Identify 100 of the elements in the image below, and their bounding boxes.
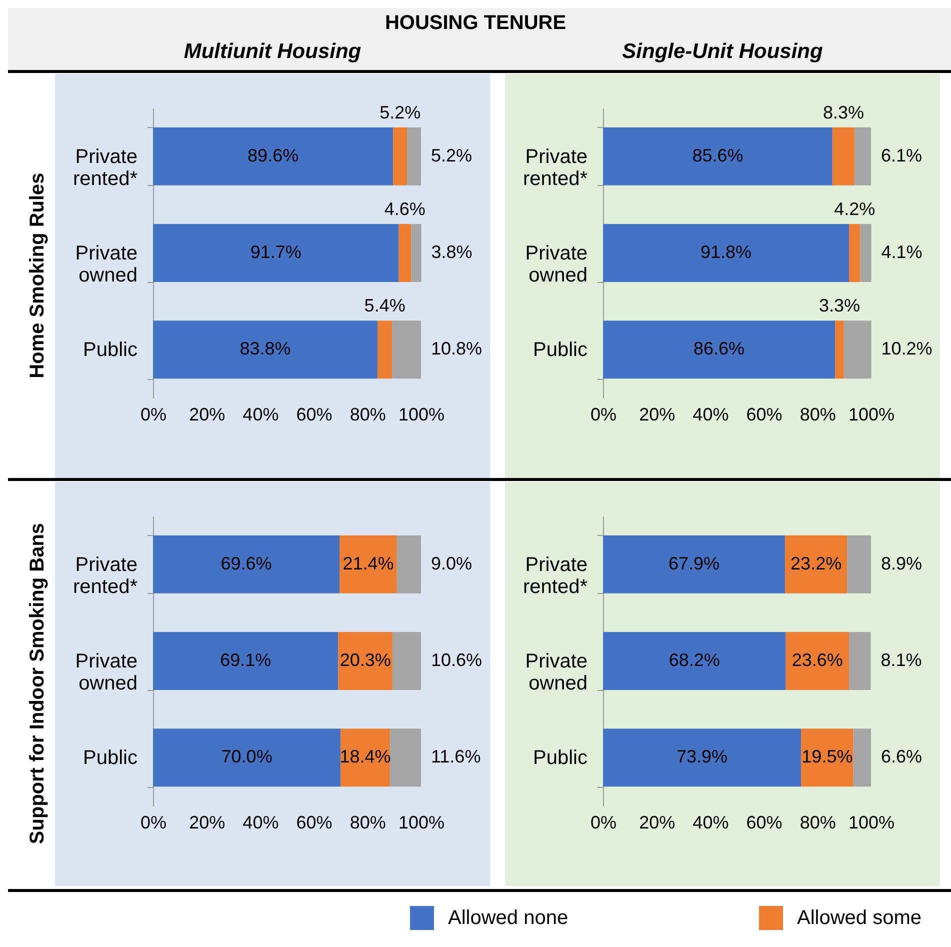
- x-tick-label: 60%: [296, 404, 332, 424]
- bar: [153, 632, 338, 690]
- bar: [784, 535, 848, 594]
- data-label: 67.9%: [668, 553, 720, 574]
- bar: [338, 632, 393, 690]
- y-axis-title: Support for Indoor Smoking Bans: [26, 522, 50, 846]
- x-tick-label: 40%: [692, 812, 729, 832]
- x-tick-label: 60%: [296, 812, 332, 832]
- data-label: 8.1%: [880, 650, 922, 670]
- bar: [378, 320, 392, 379]
- data-label: 10.2%: [881, 338, 932, 359]
- data-label: 91.8%: [700, 242, 752, 262]
- y-tick-label: Private rented*: [73, 554, 138, 598]
- x-tick-label: 80%: [350, 404, 386, 424]
- y-tick-label: Public: [533, 339, 588, 362]
- x-tick-label: 0%: [140, 812, 167, 832]
- data-label: 21.4%: [342, 553, 394, 574]
- y-tick-label: Private rented*: [523, 554, 588, 598]
- bar: [392, 320, 421, 379]
- y-axis-title: Home Smoking Rules: [26, 172, 50, 380]
- data-label: 23.2%: [790, 553, 842, 574]
- data-label: 89.6%: [248, 145, 299, 166]
- bar: [603, 632, 786, 690]
- x-tick-label: 0%: [590, 404, 617, 424]
- bar: [340, 728, 390, 787]
- data-label: 5.2%: [380, 102, 421, 122]
- data-label: 8.3%: [823, 102, 864, 122]
- x-tick-label: 40%: [242, 404, 279, 424]
- bar: [603, 320, 836, 379]
- data-label: 73.9%: [676, 746, 728, 767]
- data-label: 6.1%: [881, 145, 922, 166]
- x-tick-label: 20%: [189, 812, 226, 832]
- bar: [603, 728, 802, 787]
- bar: [860, 224, 872, 282]
- y-tick-label: Private owned: [525, 242, 588, 286]
- x-tick-label: 100%: [398, 812, 445, 832]
- bar: [603, 535, 785, 594]
- bar: [153, 535, 340, 594]
- bar: [398, 224, 412, 282]
- data-label: 4.1%: [881, 242, 922, 262]
- data-label: 18.4%: [340, 746, 391, 767]
- data-label: 6.6%: [881, 746, 922, 767]
- x-tick-label: 60%: [746, 812, 782, 832]
- data-label: 19.5%: [802, 746, 853, 767]
- bar: [854, 127, 871, 186]
- data-label: 91.7%: [250, 242, 302, 262]
- bar: [603, 224, 850, 282]
- bar: [392, 632, 421, 690]
- data-label: 86.6%: [694, 338, 745, 359]
- x-tick-label: 20%: [189, 404, 226, 424]
- y-tick-label: Public: [83, 747, 138, 770]
- y-tick-label: Private owned: [75, 650, 138, 694]
- x-tick-label: 100%: [398, 404, 445, 424]
- x-tick-label: 80%: [350, 812, 386, 832]
- data-label: 5.2%: [431, 145, 472, 166]
- data-label: 68.2%: [668, 650, 720, 670]
- data-label: 9.0%: [431, 553, 472, 574]
- bar: [849, 224, 860, 282]
- data-label: 11.6%: [431, 746, 481, 767]
- y-tick-label: Private owned: [75, 242, 138, 286]
- x-tick-label: 0%: [140, 404, 167, 424]
- y-tick-label: Public: [533, 747, 588, 770]
- x-tick-label: 100%: [848, 812, 895, 832]
- bar: [407, 127, 421, 186]
- data-label: 8.9%: [881, 553, 922, 574]
- legend-label: Allowed some: [797, 907, 922, 929]
- y-tick-label: Private rented*: [73, 146, 138, 190]
- data-label: 85.6%: [692, 145, 744, 166]
- data-label: 69.1%: [220, 650, 272, 670]
- bar: [340, 535, 397, 594]
- data-label: 4.2%: [834, 199, 876, 219]
- x-tick-label: 80%: [800, 404, 836, 424]
- x-tick-label: 60%: [746, 404, 782, 424]
- bar: [153, 728, 341, 787]
- y-tick-label: Public: [83, 339, 138, 362]
- data-label: 10.8%: [431, 338, 482, 359]
- x-tick-label: 40%: [692, 404, 729, 424]
- x-tick-label: 0%: [590, 812, 617, 832]
- bar: [396, 535, 421, 594]
- x-tick-label: 20%: [639, 812, 676, 832]
- text: HOUSING TENURE: [384, 12, 568, 35]
- data-label: 69.6%: [220, 553, 272, 574]
- x-tick-label: 100%: [848, 404, 895, 424]
- bar: [835, 320, 844, 379]
- data-label: 23.6%: [792, 650, 843, 670]
- x-tick-label: 20%: [639, 404, 676, 424]
- bar: [153, 127, 394, 186]
- bar: [832, 127, 855, 186]
- x-tick-label: 80%: [800, 812, 836, 832]
- x-tick-label: 40%: [242, 812, 279, 832]
- bar: [153, 224, 399, 282]
- data-label: 3.8%: [431, 242, 472, 262]
- bar: [153, 320, 378, 379]
- bar: [411, 224, 422, 282]
- bar: [849, 632, 871, 690]
- chart-title: Multiunit Housing: [182, 40, 362, 64]
- data-label: 3.3%: [818, 296, 860, 316]
- bar: [390, 728, 421, 787]
- data-label: 83.8%: [240, 338, 291, 359]
- legend-label: Allowed none: [448, 907, 568, 929]
